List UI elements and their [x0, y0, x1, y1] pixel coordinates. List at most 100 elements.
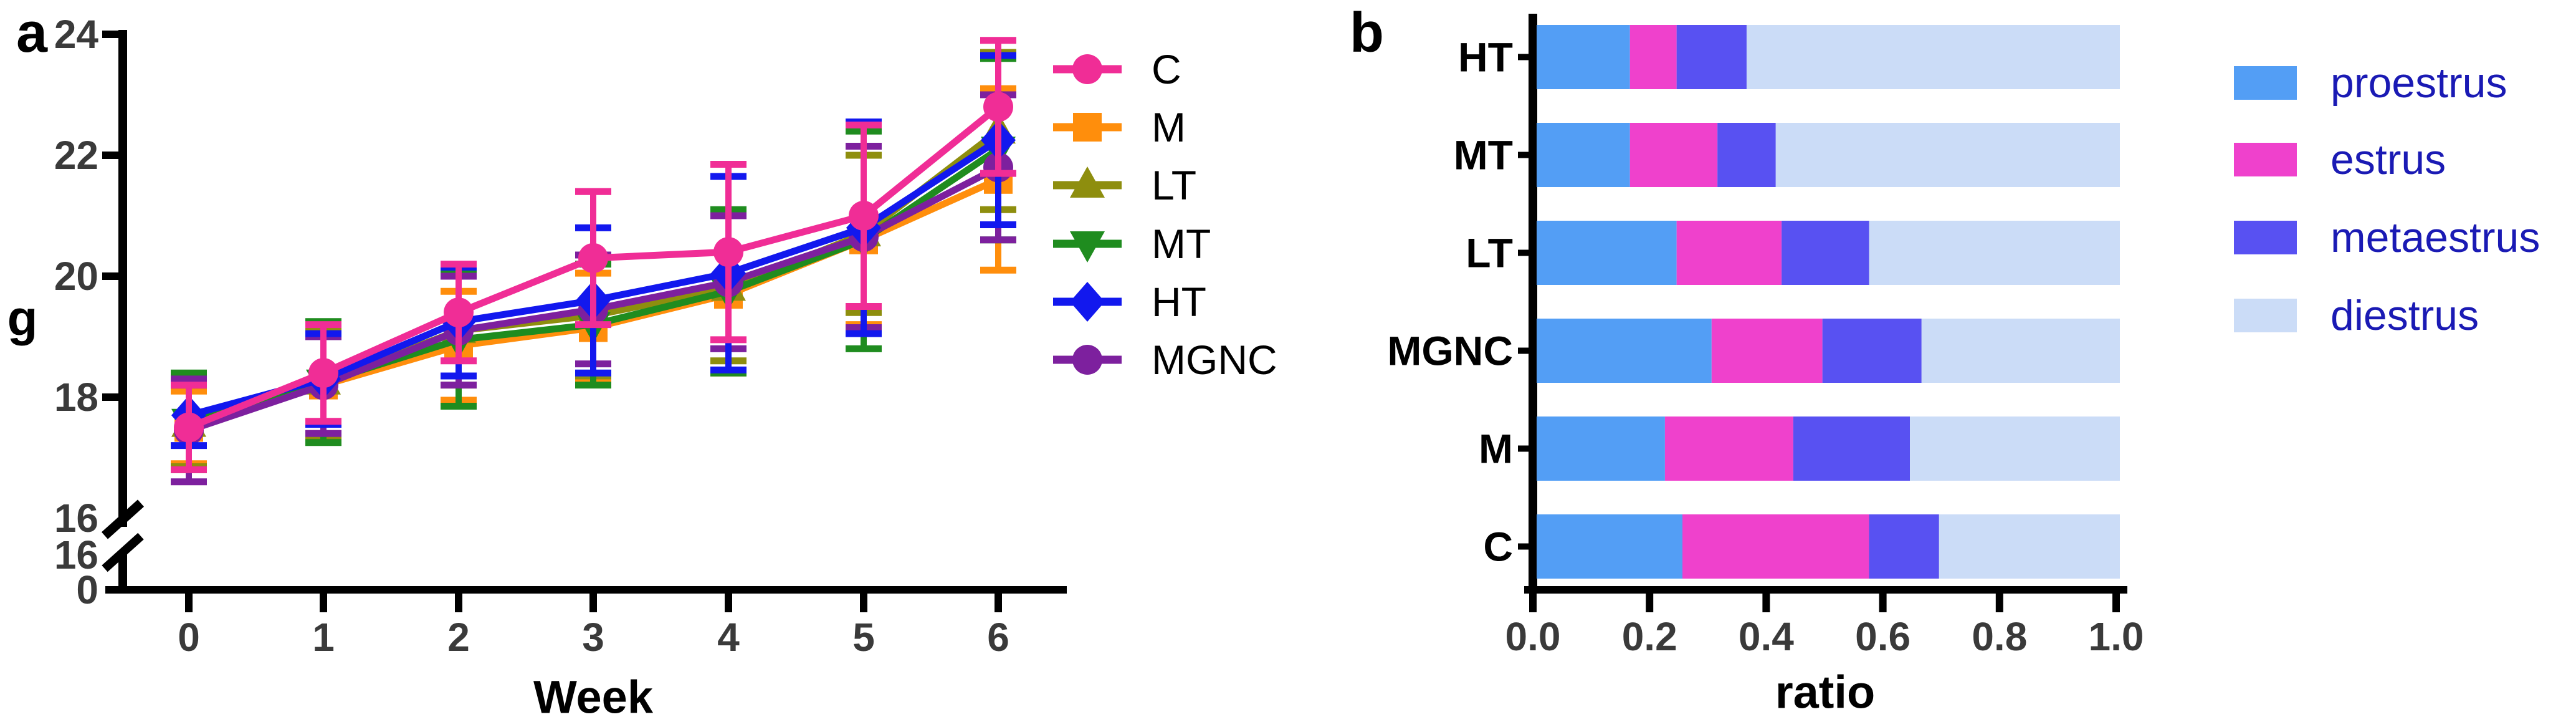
y-tick-label: 24 — [54, 12, 99, 57]
bar-segment-LT-estrus — [1676, 221, 1782, 285]
bar-segment-HT-diestrus — [1746, 25, 2120, 89]
legend-label-MT: MT — [1152, 221, 1211, 267]
axis-break-slash-upper — [101, 499, 145, 539]
bar-row-C — [1537, 514, 2120, 579]
legend-swatch-metaestrus — [2234, 221, 2297, 254]
legend-label-proestrus: proestrus — [2330, 59, 2507, 107]
marker-C — [578, 243, 608, 273]
b-category-label-MGNC: MGNC — [1387, 328, 1513, 374]
b-category-label-LT: LT — [1466, 230, 1513, 276]
b-y-axis-line — [1529, 14, 1537, 594]
y-tick-label: 20 — [54, 254, 98, 299]
bar-segment-MT-metaestrus — [1717, 123, 1776, 187]
legend-a-item-LT: LT — [1053, 162, 1196, 208]
b-x-tick-label: 0.0 — [1505, 614, 1561, 659]
b-x-tick-label: 0.2 — [1622, 614, 1677, 659]
b-x-tick — [1529, 594, 1537, 612]
bar-segment-LT-proestrus — [1537, 221, 1677, 285]
y-tick — [102, 152, 123, 159]
legend-swatch-diestrus — [2234, 299, 2297, 332]
series-C — [171, 37, 1016, 473]
bar-segment-MT-proestrus — [1537, 123, 1630, 187]
bar-segment-M-metaestrus — [1793, 416, 1911, 481]
bar-segment-HT-proestrus — [1537, 25, 1630, 89]
legend-b-item-estrus: estrus — [2234, 136, 2446, 183]
b-category-tick — [1518, 152, 1530, 158]
legend-b-item-proestrus: proestrus — [2234, 59, 2507, 107]
bar-segment-C-metaestrus — [1869, 514, 1939, 579]
legend-swatch-proestrus — [2234, 66, 2297, 100]
legend-marker-MGNC — [1072, 345, 1102, 375]
bar-segment-MGNC-metaestrus — [1822, 319, 1922, 383]
b-x-tick-label: 0.4 — [1739, 614, 1794, 659]
legend-a-item-HT: HT — [1053, 279, 1206, 325]
legend-marker-LT — [1070, 166, 1105, 198]
b-category-label-M: M — [1479, 426, 1513, 472]
legend-label-C: C — [1152, 46, 1181, 92]
b-category-label-HT: HT — [1458, 34, 1513, 80]
b-x-tick — [1646, 594, 1654, 612]
y-tick — [102, 393, 123, 401]
bar-segment-HT-estrus — [1629, 25, 1677, 89]
legend-marker-M — [1073, 113, 1102, 142]
b-x-axis-line — [1524, 586, 2127, 594]
x-tick — [725, 594, 732, 612]
y-tick-label: 22 — [54, 133, 98, 178]
legend-swatch-estrus — [2234, 143, 2297, 176]
bar-segment-C-diestrus — [1939, 514, 2120, 579]
b-category-tick — [1518, 445, 1530, 452]
legend-b-item-diestrus: diestrus — [2234, 292, 2479, 339]
bar-row-MT — [1537, 123, 2120, 187]
bar-segment-M-estrus — [1664, 416, 1793, 481]
marker-C — [713, 237, 743, 267]
b-x-tick-label: 1.0 — [2089, 614, 2144, 659]
x-tick-label: 1 — [312, 615, 335, 660]
y-axis-lower-stub — [118, 554, 127, 594]
legend-label-HT: HT — [1152, 279, 1206, 325]
bar-row-M — [1537, 416, 2120, 481]
y-tick — [102, 272, 123, 280]
bar-segment-MT-diestrus — [1775, 123, 2120, 187]
marker-C — [849, 201, 879, 231]
x-tick-label: 6 — [987, 615, 1009, 660]
y-tick-label-16-upper: 16 — [54, 496, 98, 541]
bar-segment-HT-metaestrus — [1676, 25, 1747, 89]
y-tick-label: 18 — [54, 375, 98, 420]
bar-segment-LT-diestrus — [1869, 221, 2120, 285]
x-tick-label: 5 — [852, 615, 875, 660]
legend-b-item-metaestrus: metaestrus — [2234, 214, 2540, 261]
marker-C — [444, 297, 474, 328]
bar-segment-C-proestrus — [1537, 514, 1682, 579]
x-tick-label: 4 — [717, 615, 740, 660]
x-tick — [860, 594, 867, 612]
bar-segment-M-proestrus — [1537, 416, 1665, 481]
bar-row-MGNC — [1537, 319, 2120, 383]
legend-marker-MT — [1070, 231, 1105, 262]
b-category-tick — [1518, 249, 1530, 256]
panel-b-label: b — [1350, 2, 1384, 64]
b-x-tick — [1879, 594, 1887, 612]
legend-a-item-C: C — [1053, 46, 1181, 92]
y-tick — [102, 31, 123, 38]
x-tick — [455, 594, 462, 612]
legend-marker-C — [1072, 54, 1102, 84]
bar-segment-LT-metaestrus — [1782, 221, 1869, 285]
b-x-tick — [1762, 594, 1770, 612]
bar-segment-C-estrus — [1682, 514, 1869, 579]
x-axis-title: Week — [533, 672, 654, 723]
legend-a-item-MT: MT — [1053, 221, 1211, 267]
legend-label-M: M — [1152, 104, 1186, 150]
y-tick-label-0: 0 — [76, 567, 98, 612]
x-tick — [320, 594, 327, 612]
bar-row-LT — [1537, 221, 2120, 285]
legend-label-MGNC: MGNC — [1152, 337, 1277, 383]
panel-a-label: a — [16, 2, 48, 64]
legend-marker-HT — [1070, 282, 1105, 322]
legend-a-item-MGNC: MGNC — [1053, 337, 1277, 383]
b-category-label-MT: MT — [1454, 132, 1513, 178]
x-tick — [185, 594, 193, 612]
panel-b-stacked-bar-chart: HT MT LT MGNC M C 0.0 0.2 0.4 0.6 0.8 1.0 ratio proes… — [1387, 14, 2540, 718]
b-x-tick-label: 0.6 — [1855, 614, 1911, 659]
